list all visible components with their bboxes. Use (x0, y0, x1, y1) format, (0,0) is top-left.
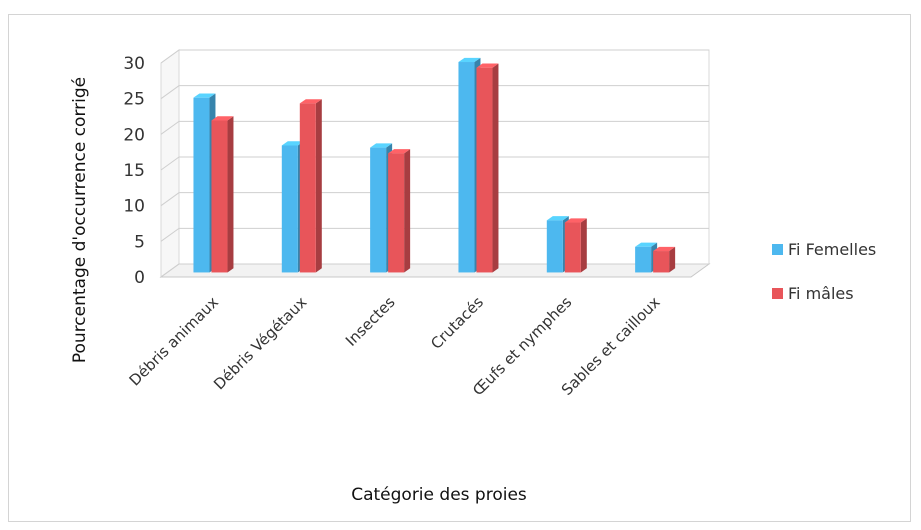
y-tick-label: 5 (134, 232, 145, 252)
legend-swatch (772, 288, 783, 299)
gridlines (160, 49, 709, 278)
y-tick-label: 10 (123, 197, 145, 217)
x-tick-label: Débris Végétaux (210, 293, 310, 393)
gridline (160, 49, 709, 64)
gridline (160, 263, 709, 278)
gridline (160, 120, 709, 135)
chart-walls (159, 49, 711, 278)
bar (299, 99, 322, 273)
bar (388, 149, 411, 273)
y-tick-label: 25 (123, 90, 145, 110)
bar (211, 116, 234, 273)
x-axis-title: Catégorie des proies (351, 485, 527, 505)
y-tick-label: 30 (123, 54, 145, 74)
bars (193, 57, 676, 273)
gridline (160, 85, 709, 100)
y-tick-label: 0 (134, 268, 145, 288)
gridline (160, 156, 709, 171)
y-tick-label: 15 (123, 161, 145, 181)
bar (653, 246, 676, 273)
x-tick-label: Crutacés (427, 293, 487, 353)
x-tick-label: Débris animaux (126, 293, 222, 389)
legend-label: Fi Femelles (788, 240, 876, 259)
y-tick-label: 20 (123, 125, 145, 145)
bar (476, 63, 499, 273)
legend: Fi Femelles Fi mâles (772, 240, 876, 303)
y-tick-labels: 0 5 10 15 20 25 30 (123, 54, 145, 288)
legend-label: Fi mâles (788, 284, 854, 303)
x-tick-label: Sables et cailloux (558, 293, 664, 399)
chart-frame: 0 5 10 15 20 25 30 Débris animaux Débris Végéta… (8, 14, 911, 522)
legend-swatch (772, 244, 783, 255)
x-tick-label: Insectes (342, 293, 399, 350)
gridline (160, 227, 709, 242)
floor (159, 263, 711, 278)
y-axis-title: Pourcentage d'occurrence corrigé (70, 77, 90, 363)
gridline (160, 192, 709, 207)
bar (564, 218, 587, 273)
